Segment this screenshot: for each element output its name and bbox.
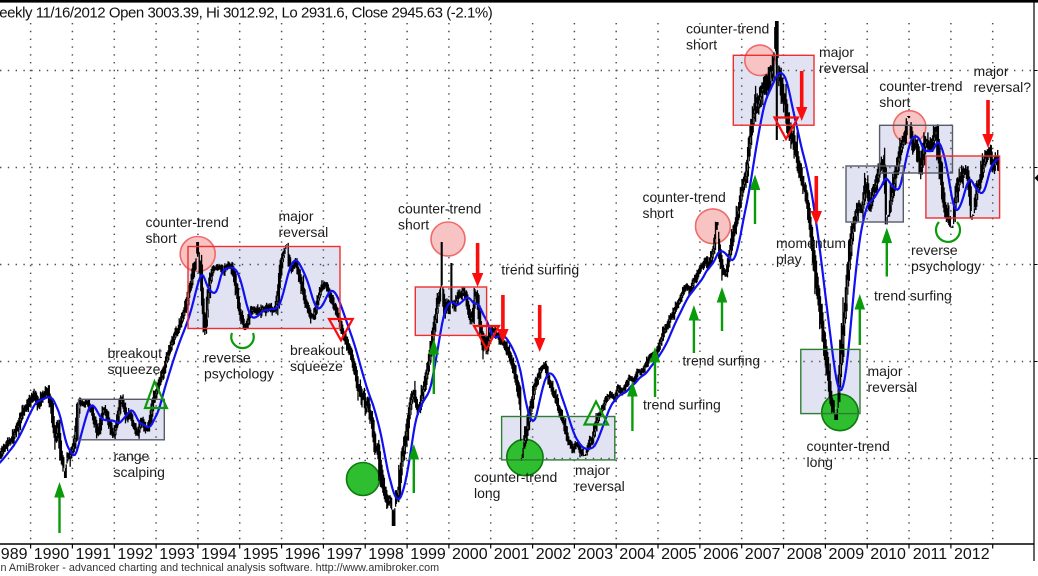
svg-text:psychology: psychology: [204, 366, 274, 382]
svg-text:2006: 2006: [703, 546, 739, 563]
svg-text:counter-trend: counter-trend: [643, 189, 726, 205]
svg-text:reversal: reversal: [575, 478, 625, 494]
svg-text:breakout: breakout: [108, 345, 163, 361]
svg-text:major: major: [868, 363, 903, 379]
svg-text:trend surfing: trend surfing: [874, 288, 952, 304]
svg-text:reversal: reversal: [868, 379, 918, 395]
svg-text:breakout: breakout: [290, 342, 345, 358]
svg-text:trend surfing: trend surfing: [501, 262, 579, 278]
svg-text:trend surfing: trend surfing: [643, 397, 721, 413]
svg-text:counter-trend: counter-trend: [474, 469, 557, 485]
svg-text:short: short: [879, 94, 910, 110]
svg-text:2012: 2012: [954, 546, 990, 563]
svg-text:2009: 2009: [829, 546, 865, 563]
svg-text:Weekly 11/16/2012 Open 3003.39: Weekly 11/16/2012 Open 3003.39, Hi 3012.…: [0, 5, 493, 22]
svg-text:2003: 2003: [578, 546, 614, 563]
svg-text:2002: 2002: [536, 546, 572, 563]
svg-text:counter-trend: counter-trend: [686, 21, 769, 37]
svg-text:2011: 2011: [913, 546, 948, 563]
svg-text:2001: 2001: [494, 546, 530, 563]
svg-text:reversal: reversal: [279, 224, 329, 240]
svg-text:counter-trend: counter-trend: [146, 214, 229, 230]
svg-text:counter-trend: counter-trend: [807, 438, 890, 454]
svg-text:major: major: [279, 208, 314, 224]
svg-text:play: play: [776, 251, 802, 267]
svg-text:reversal?: reversal?: [974, 79, 1032, 95]
svg-text:1997: 1997: [327, 546, 363, 563]
svg-text:2007: 2007: [745, 546, 781, 563]
svg-text:1993: 1993: [159, 546, 195, 563]
svg-text:1989: 1989: [0, 546, 28, 563]
svg-text:1994: 1994: [201, 546, 237, 563]
svg-text:1992: 1992: [117, 546, 153, 563]
svg-text:scalping: scalping: [114, 464, 165, 480]
svg-text:short: short: [643, 205, 674, 221]
svg-text:1999: 1999: [410, 546, 446, 563]
svg-text:short: short: [146, 230, 177, 246]
svg-text:1998: 1998: [368, 546, 404, 563]
svg-text:squeeze: squeeze: [290, 358, 343, 374]
svg-text:counter-trend: counter-trend: [398, 201, 481, 217]
svg-text:squeeze: squeeze: [108, 361, 161, 377]
svg-text:psychology: psychology: [911, 258, 981, 274]
svg-text:long: long: [474, 485, 500, 501]
svg-text:major: major: [974, 63, 1009, 79]
svg-text:2004: 2004: [619, 546, 655, 563]
svg-text:reverse: reverse: [911, 242, 958, 258]
svg-text:2010: 2010: [870, 546, 906, 563]
svg-text:counter-trend: counter-trend: [879, 78, 962, 94]
svg-text:reverse: reverse: [204, 350, 251, 366]
svg-text:reversal: reversal: [819, 60, 869, 76]
svg-text:2000: 2000: [452, 546, 488, 563]
svg-text:n AmiBroker - advanced chartin: n AmiBroker - advanced charting and tech…: [1, 562, 440, 574]
svg-text:major: major: [575, 462, 610, 478]
svg-text:range: range: [114, 448, 150, 464]
svg-text:momentum: momentum: [776, 235, 846, 251]
svg-text:short: short: [398, 217, 429, 233]
svg-text:long: long: [807, 454, 833, 470]
svg-text:1991: 1991: [76, 546, 112, 563]
svg-text:2008: 2008: [787, 546, 823, 563]
svg-text:1995: 1995: [243, 546, 279, 563]
svg-text:trend surfing: trend surfing: [682, 353, 760, 369]
svg-text:2005: 2005: [661, 546, 697, 563]
svg-text:short: short: [686, 37, 717, 53]
svg-text:1996: 1996: [285, 546, 321, 563]
svg-text:1990: 1990: [34, 546, 70, 563]
svg-text:major: major: [819, 44, 854, 60]
